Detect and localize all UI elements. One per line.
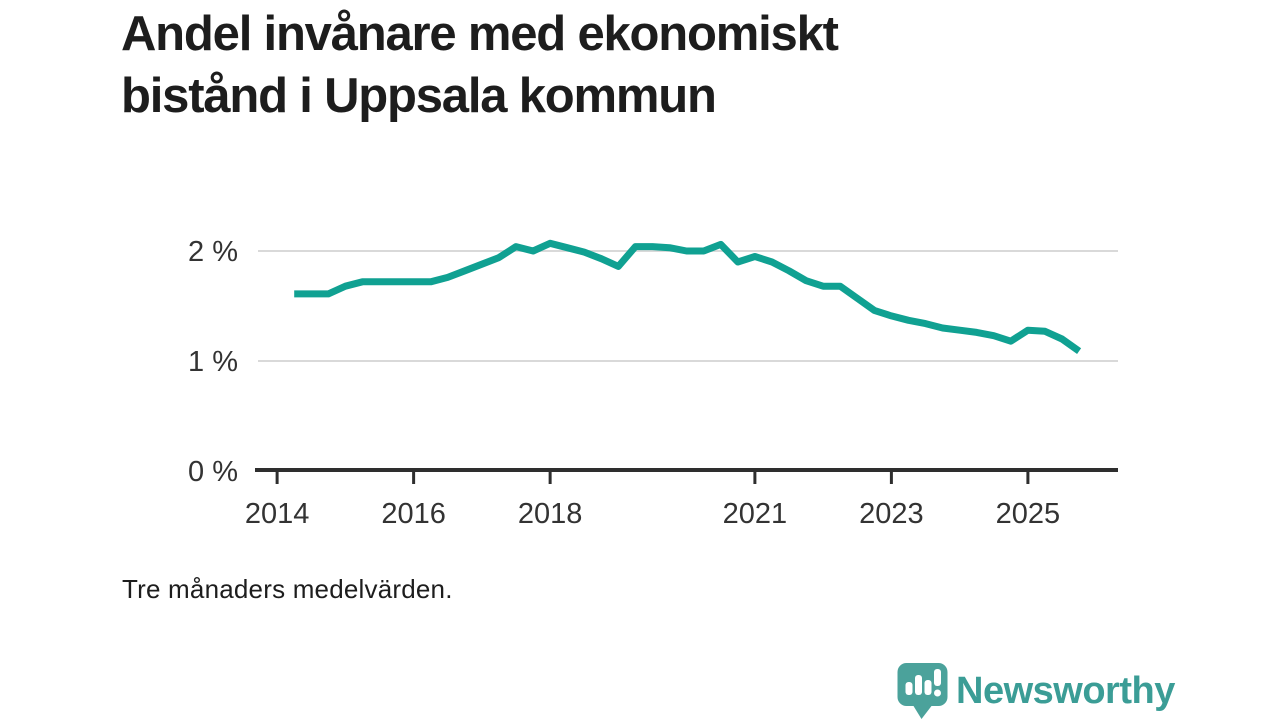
newsworthy-wordmark: Newsworthy bbox=[956, 670, 1175, 712]
x-tick-label: 2018 bbox=[518, 498, 583, 530]
y-tick-label: 1 % bbox=[188, 346, 238, 378]
x-tick-label: 2016 bbox=[381, 498, 446, 530]
bar-chart-speech-bubble-icon bbox=[897, 663, 948, 719]
data-line bbox=[294, 239, 1082, 354]
x-tick-label: 2023 bbox=[859, 498, 924, 530]
chart-footnote: Tre månaders medelvärden. bbox=[122, 574, 453, 604]
page-title-line2: bistånd i Uppsala kommun bbox=[121, 69, 717, 123]
x-tick-label: 2025 bbox=[996, 498, 1061, 530]
page-title: Andel invånare med ekonomiskt bistånd i … bbox=[121, 3, 1101, 127]
x-tick-label: 2021 bbox=[723, 498, 788, 530]
x-tick-label: 2014 bbox=[245, 498, 310, 530]
y-tick-label: 2 % bbox=[188, 236, 238, 268]
newsworthy-logo: Newsworthy bbox=[897, 663, 1175, 719]
y-tick-label: 0 % bbox=[188, 456, 238, 488]
page-title-line1: Andel invånare med ekonomiskt bbox=[121, 7, 839, 61]
